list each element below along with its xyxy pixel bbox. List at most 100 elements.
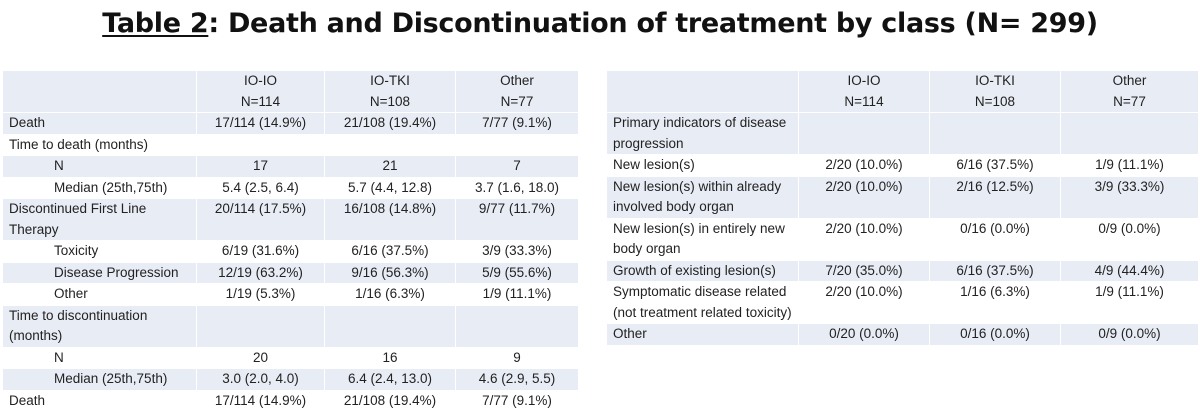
value-cell: 2/20 (10.0%) (798, 154, 930, 177)
column-n: N=77 (500, 93, 534, 109)
table-row: Time to death (months) (2, 133, 579, 156)
column-header: Other N=77 (455, 70, 579, 113)
column-name: Other (500, 73, 534, 88)
value-cell: 7 (455, 155, 579, 178)
value-cell: 17/114 (14.9%) (196, 112, 325, 135)
row-label: N (2, 346, 197, 369)
value-cell: 20 (196, 346, 325, 369)
column-header: IO-IO N=114 (196, 70, 325, 113)
table-title: Table 2: Death and Discontinuation of tr… (0, 8, 1200, 39)
column-header: Other N=77 (1060, 70, 1199, 113)
value-cell: 9/16 (56.3%) (324, 261, 456, 284)
row-label: Other (606, 323, 799, 346)
table-row: Primary indicators of disease progressio… (606, 112, 1199, 155)
value-cell: 3.0 (2.0, 4.0) (196, 368, 325, 391)
table-row: Death 17/114 (14.9%) 21/108 (19.4%) 7/77 (9… (2, 389, 579, 412)
value-cell: 6/16 (37.5%) (324, 240, 456, 263)
column-name: Other (1112, 73, 1147, 88)
table-row: Other 1/19 (5.3%) 1/16 (6.3%) 1/9 (11.1%) (2, 283, 579, 306)
value-cell: 6.4 (2.4, 13.0) (324, 368, 456, 391)
row-label: Primary indicators of disease progressio… (606, 112, 799, 155)
table-row: New lesion(s) 2/20 (10.0%) 6/16 (37.5%) 1/9… (606, 154, 1199, 177)
value-cell: 3/9 (33.3%) (1060, 175, 1199, 219)
value-cell: 6/19 (31.6%) (196, 240, 325, 263)
left-table-body: Death 17/114 (14.9%) 21/108 (19.4%) 7/77 (9… (2, 112, 579, 412)
row-label: Time to discontinuation (months) (2, 304, 197, 348)
row-label: Discontinued First Line Therapy (2, 198, 197, 241)
value-cell: 12/19 (63.2%) (196, 261, 325, 284)
value-cell (455, 133, 579, 156)
column-n: N=114 (844, 93, 884, 109)
value-cell: 1/19 (5.3%) (196, 283, 325, 306)
column-name: IO-TKI (975, 73, 1015, 88)
header-label-cell (606, 70, 799, 113)
table-row: Toxicity 6/19 (31.6%) 6/16 (37.5%) 3/9 (33.… (2, 240, 579, 263)
value-cell: 7/77 (9.1%) (455, 389, 579, 412)
value-cell: 6/16 (37.5%) (929, 154, 1061, 177)
column-header: IO-TKI N=108 (929, 70, 1061, 113)
value-cell: 5.4 (2.5, 6.4) (196, 176, 325, 199)
value-cell: 0/9 (0.0%) (1060, 323, 1199, 346)
row-label: Median (25th,75th) (2, 176, 197, 199)
value-cell: 16 (324, 346, 456, 369)
value-cell (455, 304, 579, 348)
row-label: Other (2, 283, 197, 306)
row-label: Death (2, 112, 197, 135)
value-cell (196, 133, 325, 156)
value-cell: 3/9 (33.3%) (455, 240, 579, 263)
value-cell: 5/9 (55.6%) (455, 261, 579, 284)
value-cell: 1/16 (6.3%) (929, 281, 1061, 324)
value-cell: 16/108 (14.8%) (324, 198, 456, 241)
table-row: Time to discontinuation (months) (2, 304, 579, 348)
value-cell: 20/114 (17.5%) (196, 198, 325, 241)
row-label: Symptomatic disease related (not treatme… (606, 281, 799, 324)
row-label: New lesion(s) (606, 154, 799, 177)
value-cell (196, 304, 325, 348)
value-cell: 17/114 (14.9%) (196, 389, 325, 412)
row-label: Time to death (months) (2, 133, 197, 156)
column-n: N=108 (974, 93, 1016, 109)
value-cell: 1/9 (11.1%) (1060, 154, 1199, 177)
value-cell: 9 (455, 346, 579, 369)
column-name: IO-IO (244, 73, 277, 88)
left-table: IO-IO N=114 IO-TKI N=108 Other N=77 Death 17… (2, 70, 579, 412)
header-row: IO-IO N=114 IO-TKI N=108 Other N=77 (606, 70, 1199, 113)
value-cell (324, 304, 456, 348)
row-label: Disease Progression (2, 261, 197, 284)
row-label: Death (2, 389, 197, 412)
value-cell: 2/20 (10.0%) (798, 217, 930, 261)
table-row: Discontinued First Line Therapy 20/114 (1… (2, 198, 579, 241)
table-row: New lesion(s) within already involved bo… (606, 175, 1199, 219)
right-table-body: Primary indicators of disease progressio… (606, 112, 1199, 346)
table-number: Table 2 (102, 8, 209, 39)
column-n: N=77 (1113, 93, 1146, 109)
table-row: Growth of existing lesion(s) 7/20 (35.0%)… (606, 259, 1199, 282)
column-n: N=108 (369, 93, 411, 109)
value-cell (324, 133, 456, 156)
value-cell: 2/20 (10.0%) (798, 281, 930, 324)
row-label: N (2, 155, 197, 178)
column-n: N=114 (240, 93, 281, 109)
column-header: IO-IO N=114 (798, 70, 930, 113)
value-cell: 2/16 (12.5%) (929, 175, 1061, 219)
table-row: Death 17/114 (14.9%) 21/108 (19.4%) 7/77 (9… (2, 112, 579, 135)
value-cell: 1/9 (11.1%) (1060, 281, 1199, 324)
value-cell (1060, 112, 1199, 155)
value-cell (929, 112, 1061, 155)
value-cell: 7/77 (9.1%) (455, 112, 579, 135)
table-row: Disease Progression 12/19 (63.2%) 9/16 (56… (2, 261, 579, 284)
value-cell: 0/9 (0.0%) (1060, 217, 1199, 261)
value-cell: 6/16 (37.5%) (929, 259, 1061, 282)
value-cell: 1/16 (6.3%) (324, 283, 456, 306)
table-row: New lesion(s) in entirely new body organ… (606, 217, 1199, 261)
table-row: Median (25th,75th) 5.4 (2.5, 6.4) 5.7 (4.4… (2, 176, 579, 199)
value-cell: 0/16 (0.0%) (929, 217, 1061, 261)
value-cell: 7/20 (35.0%) (798, 259, 930, 282)
value-cell: 21/108 (19.4%) (324, 112, 456, 135)
value-cell: 21 (324, 155, 456, 178)
value-cell: 5.7 (4.4, 12.8) (324, 176, 456, 199)
value-cell: 1/9 (11.1%) (455, 283, 579, 306)
table-row: Median (25th,75th) 3.0 (2.0, 4.0) 6.4 (2.4… (2, 368, 579, 391)
table-title-text: : Death and Discontinuation of treatment… (208, 8, 1098, 39)
column-name: IO-TKI (370, 73, 410, 88)
